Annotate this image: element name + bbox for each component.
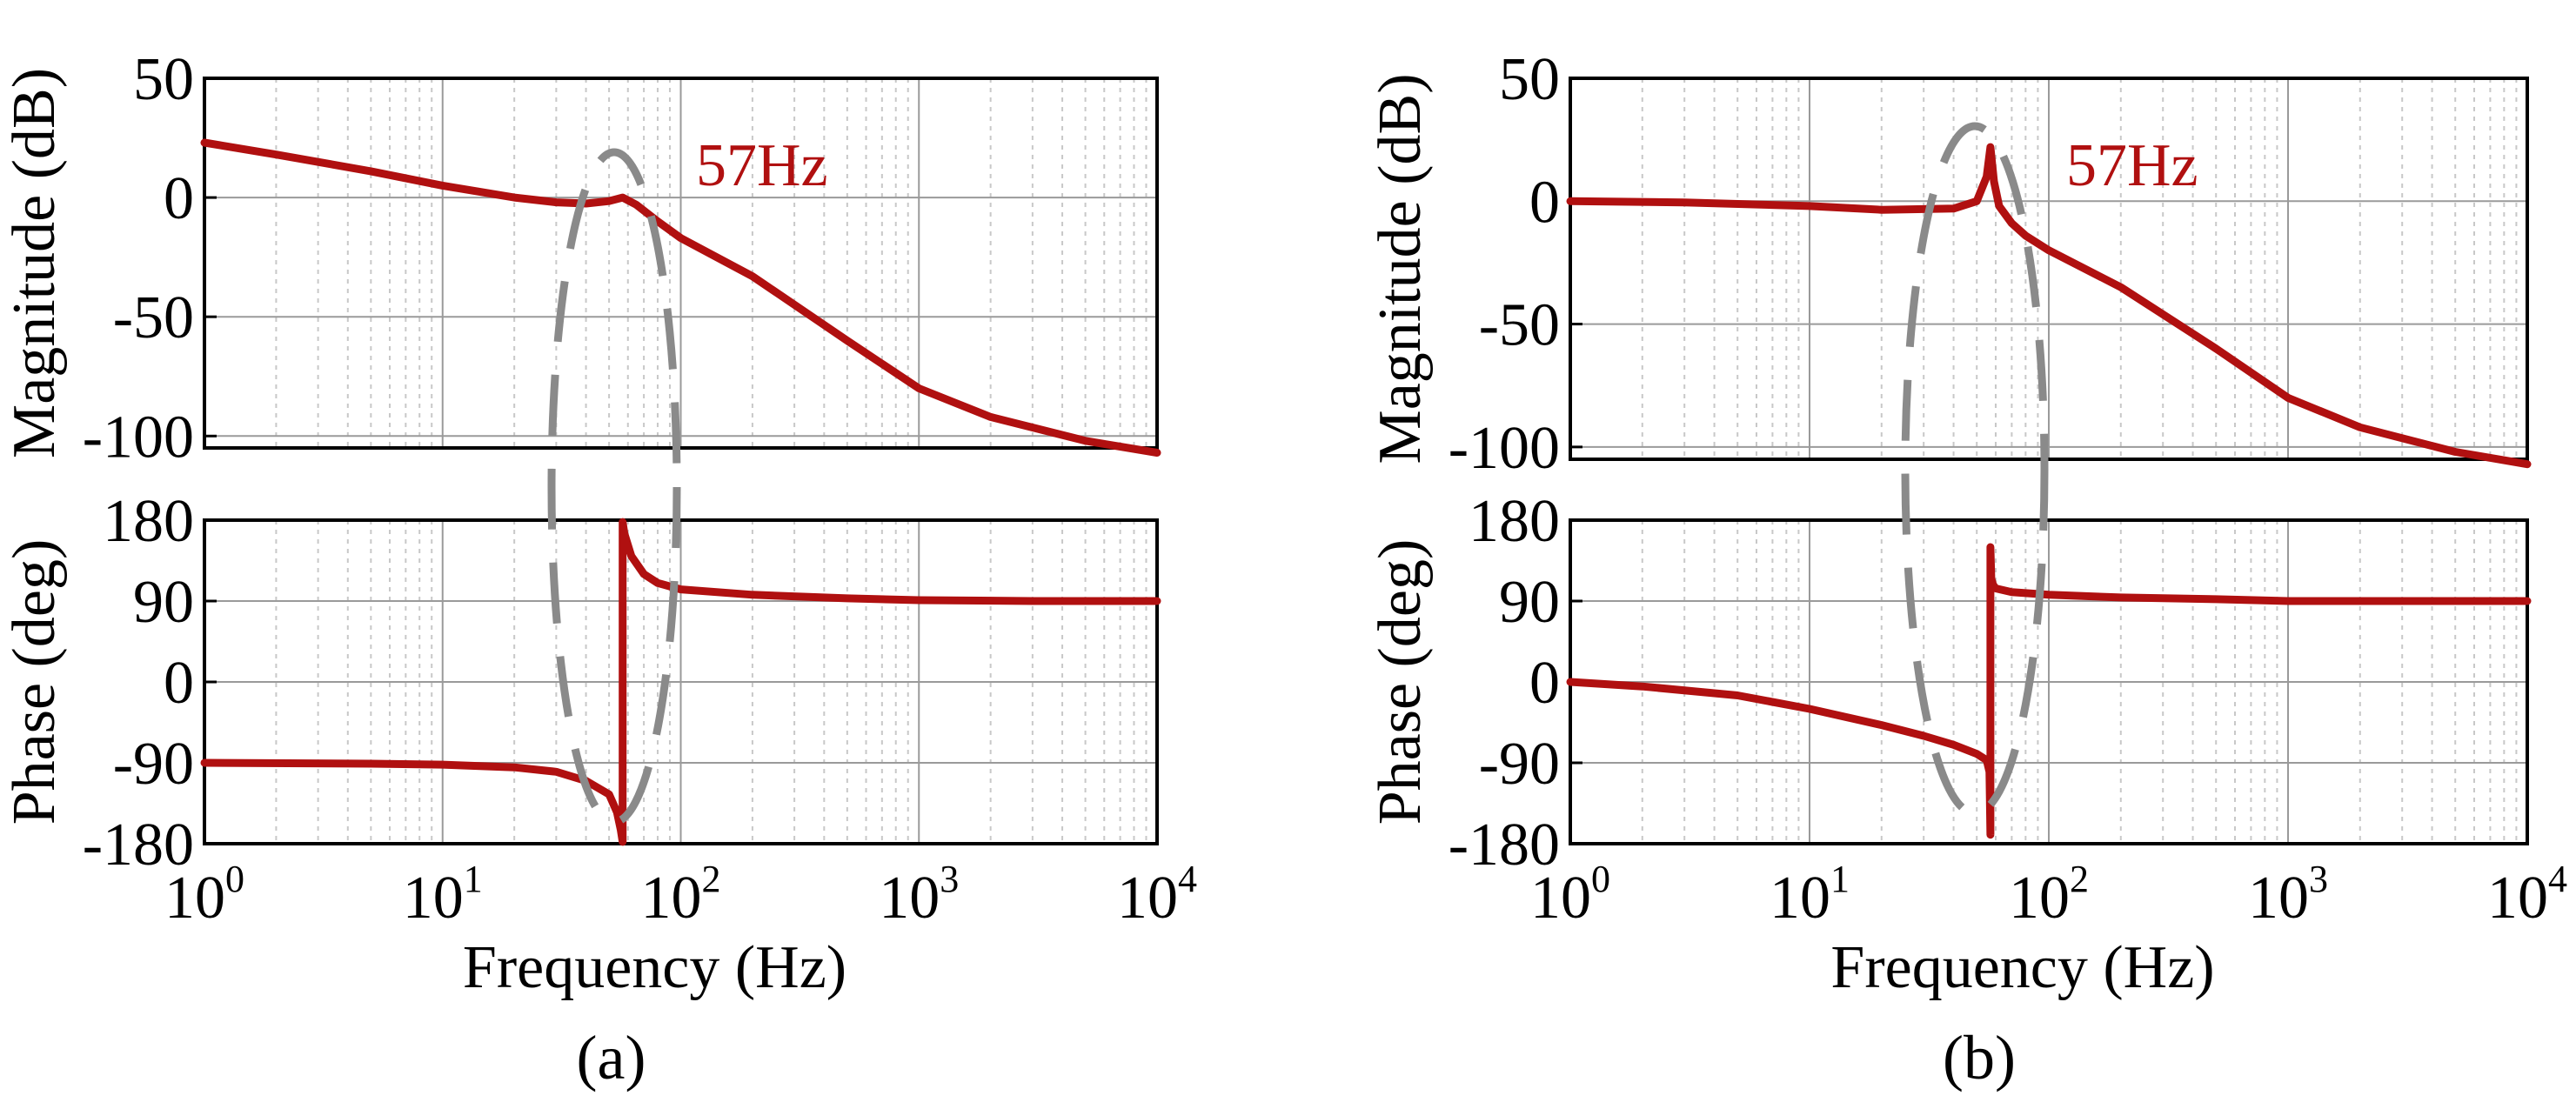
x-tick-exponent: 3 [2309,858,2328,900]
phase-curve [1566,543,2532,839]
x-tick-base: 10 [2009,865,2070,932]
x-tick-label: 100 [1530,858,1610,932]
magnitude-axes-frame [203,77,1159,450]
resonance-annotation: 57Hz [2066,132,2198,199]
y-tick-label: -180 [83,812,194,879]
x-tick-label: 100 [164,858,244,932]
y-tick-label: 90 [133,569,194,636]
y-tick-label: 0 [1529,650,1560,717]
y-tick-label: 0 [164,650,194,717]
x-tick-exponent: 4 [2548,858,2567,900]
x-tick-label: 104 [1117,858,1197,932]
y-tick-label: -50 [113,284,194,351]
x-tick-base: 10 [1117,865,1178,932]
x-tick-base: 10 [2487,865,2548,932]
panel-caption: (b) [1943,1023,2016,1092]
magnitude-curve [1566,143,2532,469]
y-tick-label: -100 [83,404,194,471]
x-tick-exponent: 1 [464,858,483,900]
x-tick-label: 102 [2009,858,2089,932]
x-tick-label: 103 [879,858,959,932]
panel-caption: (a) [577,1023,646,1092]
x-tick-base: 10 [641,865,702,932]
y-tick-label: 50 [133,46,194,113]
phase-y-axis-label: Phase (deg) [1,539,68,825]
y-tick-label: 0 [164,165,194,232]
x-tick-label: 101 [1770,858,1850,932]
x-tick-exponent: 2 [2070,858,2089,900]
x-tick-base: 10 [1770,865,1830,932]
phase-axes-frame [203,518,1159,845]
resonance-highlight-ellipse [547,148,681,826]
x-tick-label: 101 [403,858,483,932]
y-tick-label: -50 [1479,292,1560,359]
magnitude-y-axis-label: Magnitude (dB) [1,68,68,458]
x-tick-exponent: 0 [225,858,244,900]
x-axis-label: Frequency (Hz) [1830,934,2214,1001]
y-tick-label: 180 [1469,488,1560,555]
x-tick-base: 10 [403,865,464,932]
x-tick-label: 104 [2487,858,2567,932]
x-tick-exponent: 0 [1591,858,1610,900]
x-tick-exponent: 3 [940,858,959,900]
x-tick-base: 10 [164,865,225,932]
y-tick-label: -90 [113,731,194,798]
y-tick-label: 50 [1499,46,1560,113]
y-tick-label: -180 [1449,812,1560,879]
x-tick-label: 103 [2248,858,2328,932]
magnitude-y-axis-label: Magnitude (dB) [1367,73,1434,464]
y-tick-label: 180 [103,488,194,555]
y-tick-label: 90 [1499,569,1560,636]
x-tick-base: 10 [1530,865,1591,932]
y-tick-label: -100 [1449,415,1560,482]
x-tick-exponent: 4 [1178,858,1197,900]
x-tick-label: 102 [641,858,721,932]
x-tick-exponent: 2 [702,858,721,900]
magnitude-axes-frame [1569,77,2529,461]
magnitude-curve [200,138,1161,457]
resonance-highlight-ellipse [1901,122,2049,818]
x-axis-label: Frequency (Hz) [463,934,846,1001]
x-tick-base: 10 [2248,865,2309,932]
x-tick-base: 10 [879,865,940,932]
x-tick-exponent: 1 [1830,858,1850,900]
y-tick-label: -90 [1479,731,1560,798]
resonance-annotation: 57Hz [696,132,828,199]
phase-curve [200,518,1161,846]
y-tick-label: 0 [1529,169,1560,236]
phase-y-axis-label: Phase (deg) [1367,539,1434,825]
